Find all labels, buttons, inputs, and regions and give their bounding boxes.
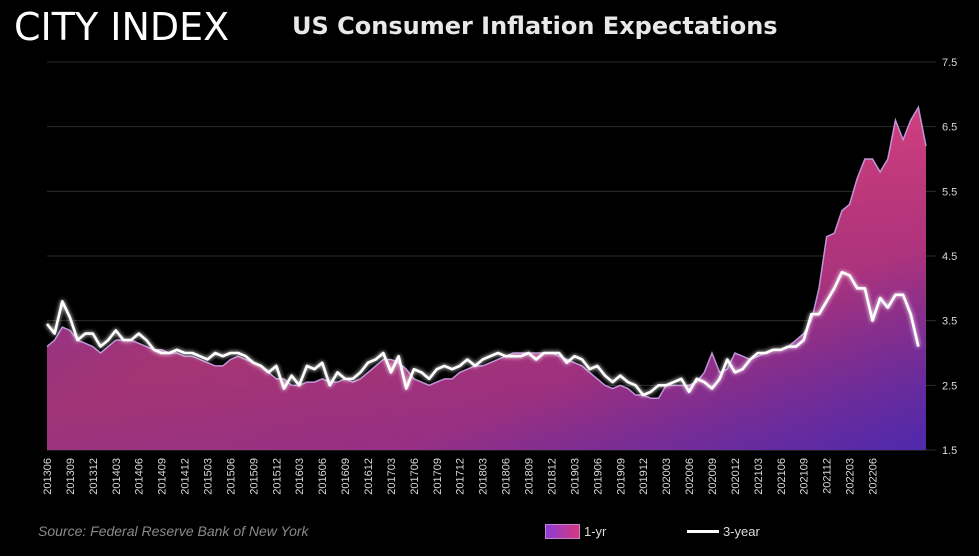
x-tick-label: 201709 [432,458,444,495]
x-tick-label: 202006 [684,458,696,495]
y-axis-ticks: 1.5 2.5 3.5 4.5 5.5 6.5 7.5 [942,57,957,457]
legend-item-1yr: 1-yr [545,524,606,539]
legend-item-3yr: 3-year [687,524,760,539]
y-tick-label: 7.5 [942,57,957,69]
x-tick-label: 201612 [363,458,375,495]
x-tick-label: 201512 [271,458,283,495]
y-tick-label: 5.5 [942,186,957,198]
legend-label-1yr: 1-yr [584,524,607,539]
x-tick-label: 201406 [134,458,146,495]
x-tick-label: 201706 [409,458,421,495]
x-tick-label: 201412 [180,458,192,495]
city-index-logo: CITY INDEX [14,5,230,49]
x-tick-label: 201712 [455,458,467,495]
x-tick-label: 201703 [386,458,398,495]
chart-title: US Consumer Inflation Expectations [292,12,778,40]
x-tick-label: 202106 [776,458,788,495]
x-tick-label: 202109 [799,458,811,495]
series-3yr-line [45,270,920,397]
x-tick-label: 202203 [845,458,857,495]
x-tick-label: 201803 [478,458,490,495]
x-tick-label: 201903 [569,458,581,495]
x-tick-label: 201509 [248,458,260,495]
series-1yr-area-shade [47,107,926,451]
y-tick-label: 1.5 [942,445,957,457]
legend-swatch-1yr [545,524,580,539]
legend-swatch-3yr [687,530,719,533]
x-tick-label: 201912 [638,458,650,495]
series-1yr-area-group [46,105,927,451]
x-tick-label: 202206 [867,458,879,495]
x-tick-label: 201806 [501,458,513,495]
y-tick-label: 2.5 [942,380,957,392]
x-tick-label: 202012 [730,458,742,495]
x-tick-label: 201603 [294,458,306,495]
x-tick-label: 202009 [707,458,719,495]
x-tick-label: 201909 [615,458,627,495]
x-tick-label: 202103 [753,458,765,495]
x-tick-label: 202003 [661,458,673,495]
x-tick-label: 201312 [88,458,100,495]
x-tick-label: 201409 [157,458,169,495]
y-tick-label: 6.5 [942,122,957,134]
x-tick-label: 201309 [65,458,77,495]
series-3yr-line-group [45,270,920,397]
x-tick-label: 201306 [42,458,54,495]
y-tick-label: 3.5 [942,316,957,328]
x-tick-label: 201809 [524,458,536,495]
x-tick-label: 201403 [111,458,123,495]
x-tick-label: 201609 [340,458,352,495]
legend-label-3yr: 3-year [723,524,760,539]
x-tick-label: 201606 [317,458,329,495]
x-tick-label: 201506 [225,458,237,495]
x-tick-label: 201906 [592,458,604,495]
x-tick-label: 201812 [546,458,558,495]
x-tick-label: 202112 [822,458,834,494]
x-axis-ticks: 201306 201309 201312 201403 201406 201409 2014… [42,458,879,495]
x-tick-label: 201503 [203,458,215,495]
source-note: Source: Federal Reserve Bank of New York [38,523,309,539]
y-tick-label: 4.5 [942,251,957,263]
